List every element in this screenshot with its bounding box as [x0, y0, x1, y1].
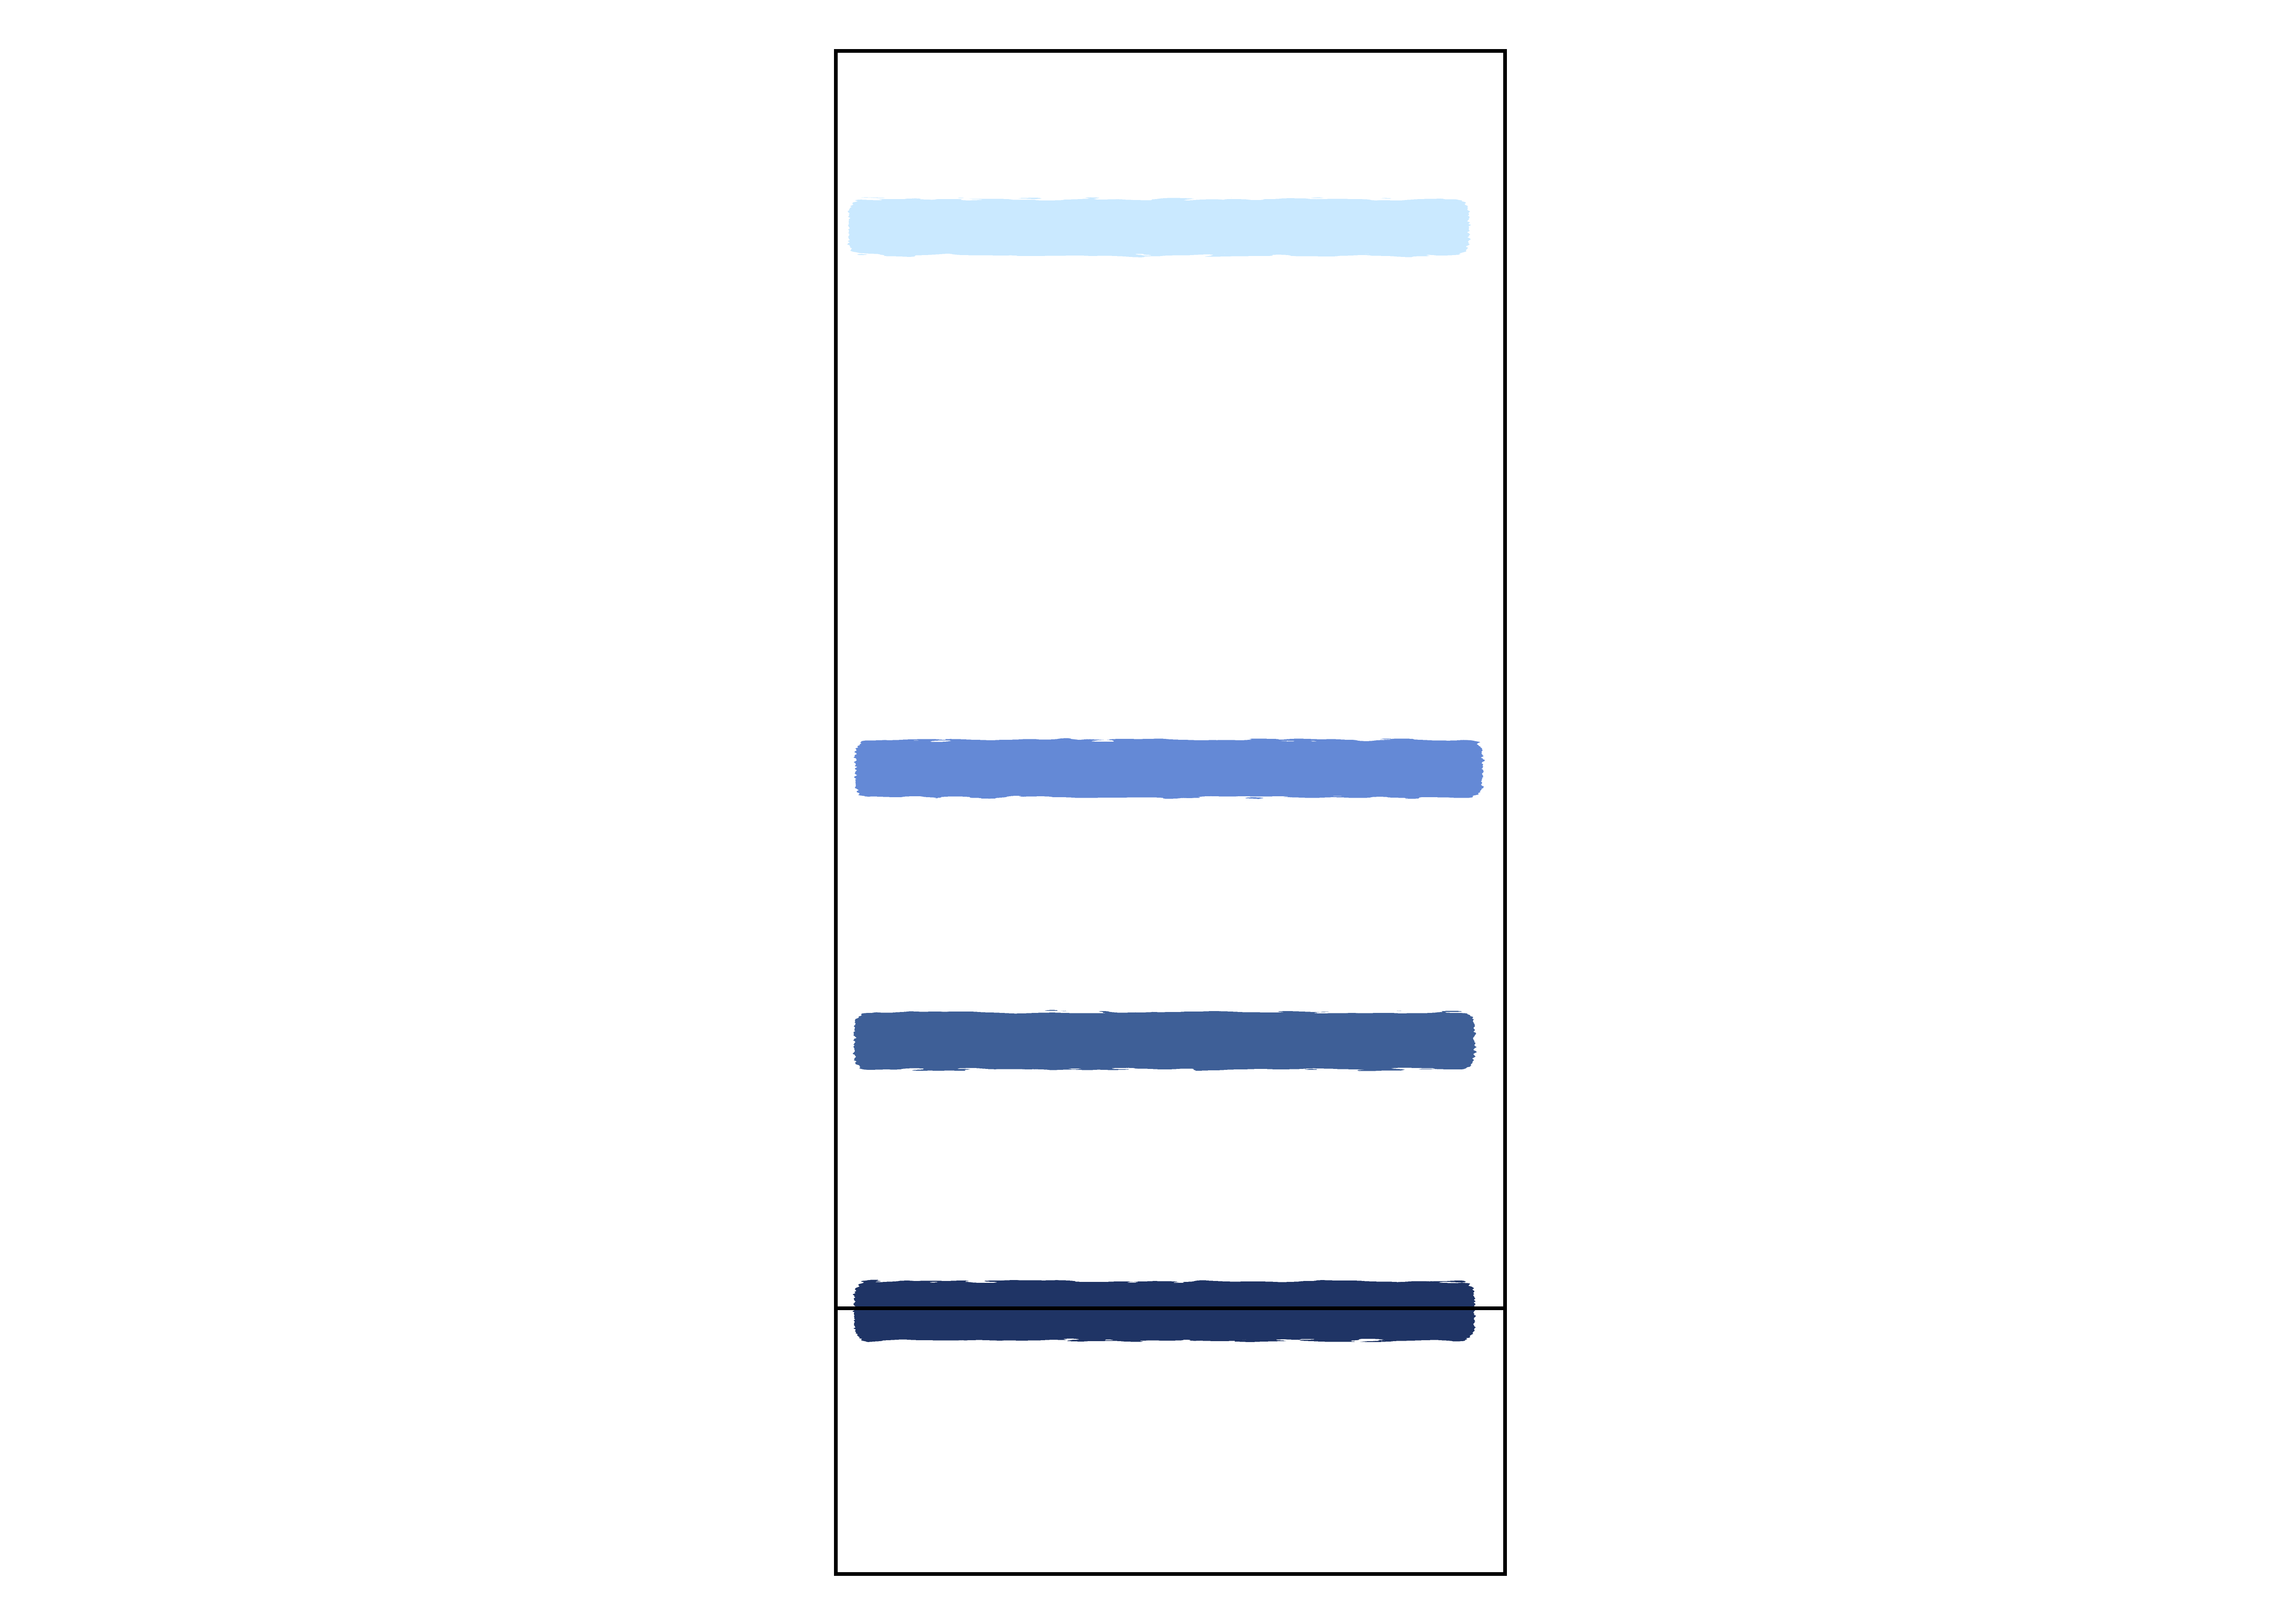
frame — [834, 49, 1507, 1576]
band-4 — [854, 1281, 1475, 1341]
band-3 — [854, 1012, 1475, 1069]
bands-group — [849, 199, 1483, 1341]
band-1 — [849, 199, 1469, 256]
band-2 — [855, 740, 1483, 797]
